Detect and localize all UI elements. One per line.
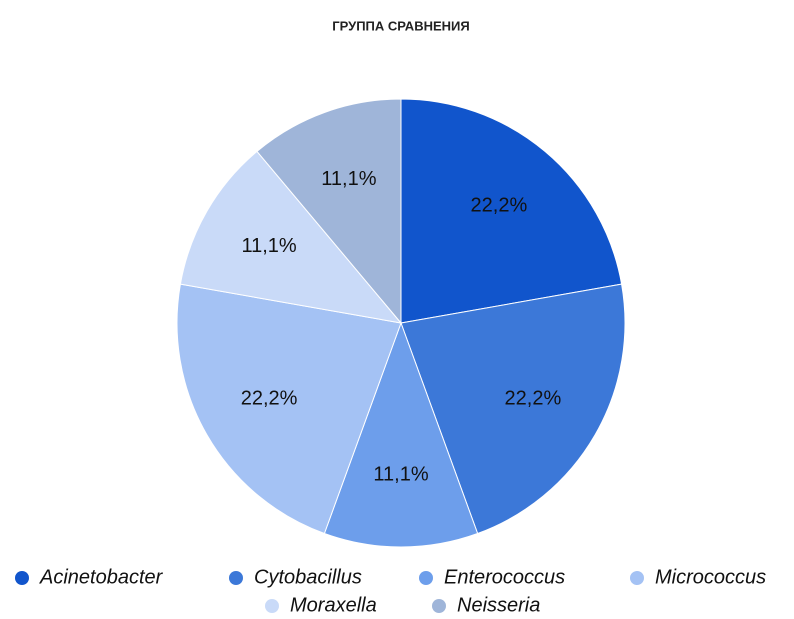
pie-slice [400,283,626,535]
legend-label: Acinetobacter [39,566,164,588]
pie-slice [323,321,479,548]
data-label: 11,1% [373,464,428,486]
legend-label: Moraxella [290,594,377,616]
legend-marker [630,571,644,585]
legend-label: Neisseria [457,594,540,616]
pie-slice [176,283,402,535]
legend-label: Micrococcus [655,566,766,588]
pie-slice [256,98,402,325]
legend-marker [265,599,279,613]
data-label: 22,2% [241,387,298,409]
chart-title: ГРУППА СРАВНЕНИЯ [332,18,469,33]
data-label: 11,1% [321,168,376,190]
data-label: 22,2% [471,195,528,217]
data-label: 22,2% [505,387,562,409]
legend-label: Enterococcus [444,566,565,588]
legend-label: Cytobacillus [254,566,362,588]
legend-marker [15,571,29,585]
legend-marker [432,599,446,613]
pie-slice [179,150,403,324]
legend-marker [229,571,243,585]
legend-marker [419,571,433,585]
data-label: 11,1% [241,235,296,257]
pie-slice [400,98,623,324]
